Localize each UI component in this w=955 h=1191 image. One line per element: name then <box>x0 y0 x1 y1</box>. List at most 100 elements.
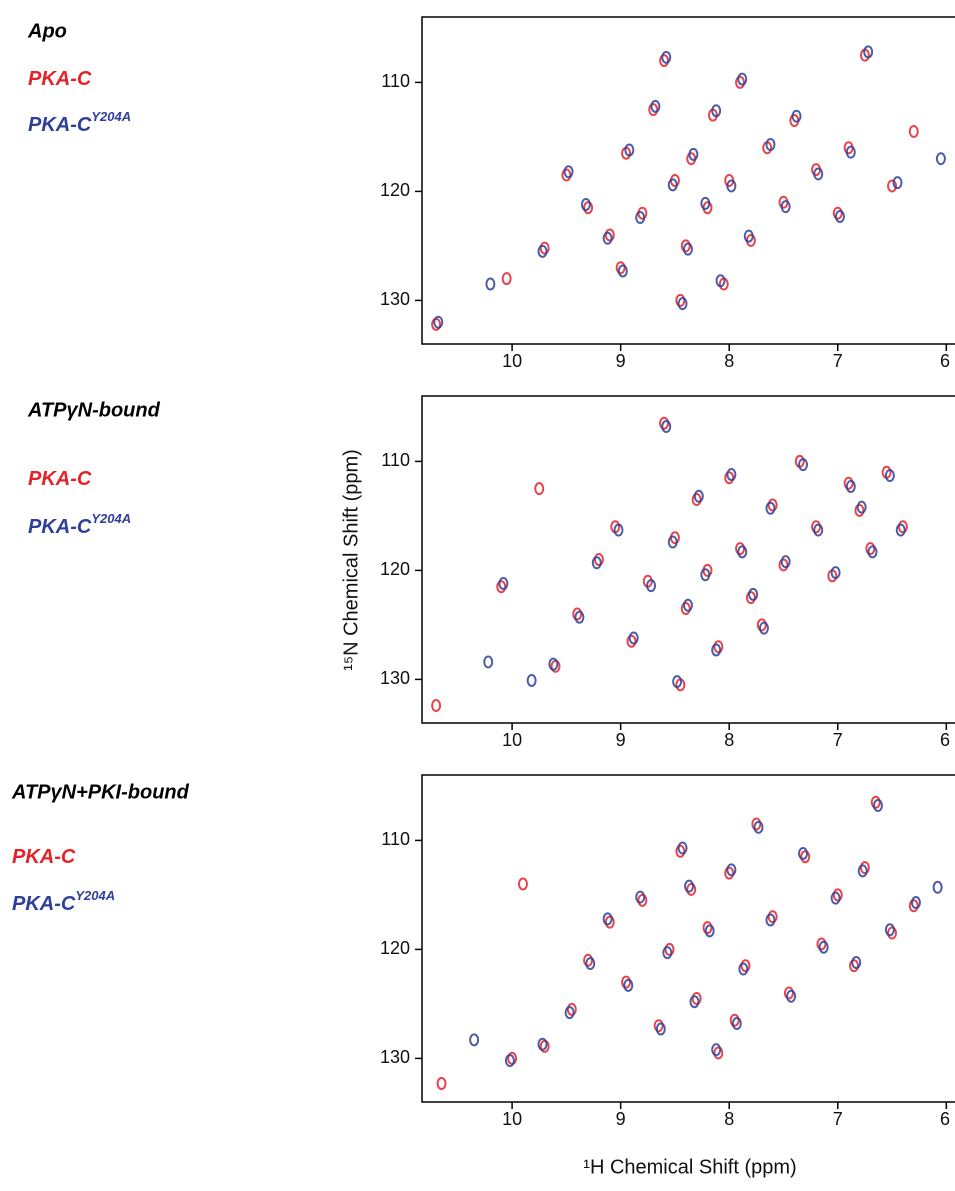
peak <box>580 197 591 211</box>
peak <box>884 923 895 937</box>
peak <box>798 458 809 472</box>
peaks <box>436 795 943 1090</box>
peak <box>816 937 827 951</box>
peak <box>661 420 672 434</box>
peak <box>857 864 868 878</box>
peak <box>564 1006 575 1020</box>
peak <box>621 975 632 989</box>
peak <box>433 315 444 329</box>
peak <box>548 657 559 671</box>
peak <box>653 1019 664 1033</box>
peak <box>667 535 678 549</box>
legend-name: PKA-C <box>28 516 92 538</box>
peak <box>689 995 700 1009</box>
peak <box>431 699 442 713</box>
peak <box>704 924 715 938</box>
peak <box>800 850 811 864</box>
peak <box>908 899 919 913</box>
peak <box>735 75 746 89</box>
peak <box>635 211 646 225</box>
peak <box>740 959 751 973</box>
peak <box>854 503 865 517</box>
peaks <box>431 45 946 331</box>
peak <box>865 542 876 556</box>
peak <box>832 206 843 220</box>
peak <box>469 1033 480 1047</box>
peak <box>859 861 870 875</box>
y-tick-label: 130 <box>380 1047 410 1067</box>
x-tick-label: 6 <box>940 1109 950 1129</box>
peak <box>691 991 702 1005</box>
y-tick-label: 130 <box>380 289 410 309</box>
peak <box>726 179 737 193</box>
peak <box>702 921 713 935</box>
peak <box>617 264 628 278</box>
peak <box>507 1051 518 1065</box>
peak <box>786 989 797 1003</box>
peak <box>496 580 507 594</box>
peak <box>675 293 686 307</box>
peak <box>517 877 528 891</box>
peak <box>884 469 895 483</box>
peak <box>572 607 583 621</box>
legend-entry: PKA-CY204A <box>28 109 131 136</box>
peak <box>856 500 867 514</box>
peak <box>711 643 722 657</box>
peak <box>501 272 512 286</box>
peak <box>910 896 921 910</box>
peak <box>832 888 843 902</box>
peak <box>745 591 756 605</box>
x-tick-label: 9 <box>616 351 626 371</box>
peak <box>539 1039 550 1053</box>
panel-title: Apo <box>27 20 67 42</box>
x-tick-label: 6 <box>940 351 950 371</box>
peak <box>765 138 776 152</box>
peak <box>737 545 748 559</box>
x-tick-label: 8 <box>724 1109 734 1129</box>
peak <box>813 523 824 537</box>
peak <box>623 978 634 992</box>
peak <box>845 145 856 159</box>
peak <box>756 618 767 632</box>
y-axis-title: ¹⁵N Chemical Shift (ppm) <box>340 449 362 671</box>
peak <box>872 799 883 813</box>
peak <box>849 959 860 973</box>
peak <box>661 50 672 64</box>
peak <box>664 942 675 956</box>
peak <box>436 1076 447 1090</box>
peak <box>526 673 537 687</box>
peak <box>724 866 735 880</box>
peak <box>851 955 862 969</box>
peak <box>767 498 778 512</box>
peak <box>713 1046 724 1060</box>
x-tick-label: 8 <box>724 730 734 750</box>
peak <box>566 1002 577 1016</box>
peak <box>650 99 661 113</box>
legend-superscript: Y204A <box>91 511 131 526</box>
peak <box>711 104 722 118</box>
y-tick-label: 110 <box>381 71 410 91</box>
peak <box>870 795 881 809</box>
peak <box>677 841 688 855</box>
peak <box>700 568 711 582</box>
peak <box>537 1037 548 1051</box>
peak <box>758 621 769 635</box>
peak <box>537 244 548 258</box>
legend-name: PKA-C <box>28 68 92 90</box>
peak <box>635 890 646 904</box>
peak <box>688 147 699 161</box>
peak <box>675 844 686 858</box>
peak <box>743 229 754 243</box>
x-tick-label: 7 <box>833 351 843 371</box>
peak <box>628 631 639 645</box>
peak <box>672 675 683 689</box>
peak <box>887 179 898 193</box>
peak <box>691 493 702 507</box>
peak <box>583 953 594 967</box>
peak <box>932 880 943 894</box>
panel-title: ATPγN-bound <box>27 399 161 421</box>
peak <box>583 201 594 215</box>
x-tick-label: 10 <box>502 1109 522 1129</box>
peak <box>574 610 585 624</box>
peak <box>682 598 693 612</box>
